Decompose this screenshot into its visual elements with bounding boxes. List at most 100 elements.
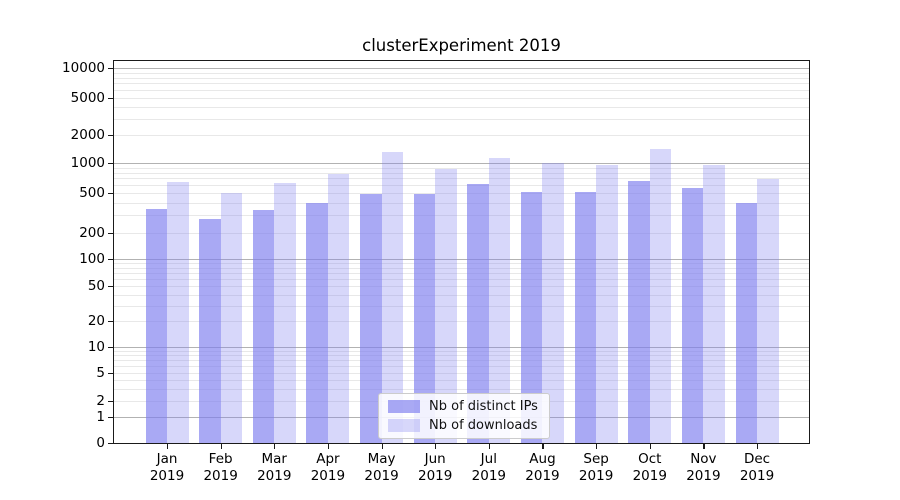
y-tick-mark (108, 233, 113, 235)
bar-distinct-ips-aug (520, 192, 543, 444)
legend-swatch-ips (388, 400, 420, 413)
gridline-4 (113, 379, 810, 381)
y-tick-label-10000: 10000 (62, 60, 105, 76)
bar-distinct-ips-dec (735, 202, 758, 444)
gridline-90 (113, 263, 810, 265)
gridline-40 (113, 294, 810, 296)
gridline-300 (113, 215, 810, 217)
y-tick-mark (108, 347, 113, 349)
y-tick-label-50: 50 (87, 278, 105, 294)
y-tick-label-5: 5 (96, 365, 105, 381)
x-tick-label-feb: Feb 2019 (203, 451, 238, 484)
gridline-50 (113, 286, 810, 287)
y-tick-mark (108, 443, 113, 445)
gridline-3000 (113, 118, 810, 120)
bar-downloads-oct (649, 148, 672, 444)
bar-downloads-mar (274, 183, 296, 444)
gridline-7000 (113, 83, 810, 85)
gridline-100 (113, 259, 810, 260)
bar-distinct-ips-sep (574, 192, 597, 444)
x-tick-mark (167, 444, 169, 449)
y-tick-label-5000: 5000 (70, 90, 105, 106)
y-tick-mark (108, 68, 113, 70)
x-tick-mark (274, 444, 276, 449)
y-tick-label-500: 500 (79, 185, 105, 201)
y-tick-label-10: 10 (87, 339, 105, 355)
y-tick-label-2000: 2000 (70, 127, 105, 143)
y-tick-mark (108, 417, 113, 419)
bar-distinct-ips-feb (199, 219, 221, 444)
gridline-10 (113, 347, 810, 348)
plot-area: Nb of distinct IPs Nb of downloads (113, 60, 810, 444)
x-tick-label-apr: Apr 2019 (310, 451, 346, 484)
gridline-900 (113, 167, 810, 169)
gridline-20 (113, 321, 810, 322)
gridline-400 (113, 202, 810, 204)
y-tick-mark (108, 98, 113, 100)
bar-distinct-ips-nov (681, 188, 704, 444)
chart-title: clusterExperiment 2019 (362, 36, 561, 55)
gridline-30 (113, 305, 810, 307)
bar-downloads-sep (596, 165, 618, 444)
bar-downloads-dec (757, 179, 779, 444)
y-tick-label-1000: 1000 (70, 155, 105, 171)
gridline-6 (113, 366, 810, 368)
gridline-2000 (113, 135, 810, 136)
bar-distinct-ips-jul (467, 184, 489, 444)
y-tick-mark (108, 163, 113, 165)
x-tick-label-aug: Aug 2019 (525, 451, 560, 484)
gridline-5000 (113, 98, 810, 99)
gridline-8 (113, 355, 810, 357)
gridline-7 (113, 360, 810, 362)
gridline-8000 (113, 77, 810, 79)
x-tick-mark (757, 444, 759, 449)
bar-downloads-jun (435, 169, 457, 444)
bar-downloads-feb (220, 192, 243, 444)
gridline-800 (113, 172, 810, 174)
x-tick-mark (435, 444, 437, 449)
y-tick-mark (108, 321, 113, 323)
legend-label-distinct-ips: Nb of distinct IPs (429, 399, 538, 414)
gridline-6000 (113, 90, 810, 92)
x-tick-mark (327, 444, 330, 449)
y-tick-label-2: 2 (96, 393, 105, 409)
gridline-10000 (113, 68, 810, 69)
legend: Nb of distinct IPs Nb of downloads (378, 393, 550, 439)
x-tick-mark (488, 444, 491, 449)
x-tick-label-jun: Jun 2019 (418, 451, 453, 484)
gridline-3 (113, 388, 810, 390)
bar-downloads-apr (327, 174, 350, 444)
y-tick-label-1: 1 (96, 409, 105, 425)
x-tick-mark (649, 444, 651, 449)
x-tick-label-oct: Oct 2019 (632, 451, 667, 484)
x-tick-label-may: May 2019 (364, 451, 399, 484)
bar-distinct-ips-jun (413, 194, 436, 444)
x-tick-label-mar: Mar 2019 (257, 451, 292, 484)
bar-downloads-aug (542, 162, 564, 444)
x-tick-label-dec: Dec 2019 (739, 451, 775, 484)
x-tick-mark (596, 444, 598, 449)
bar-distinct-ips-may (360, 193, 382, 444)
legend-swatch-downloads (388, 419, 420, 432)
bar-downloads-may (381, 152, 404, 444)
gridline-1000 (113, 163, 810, 164)
gridline-5 (113, 373, 810, 374)
x-tick-mark (703, 444, 705, 449)
gridline-80 (113, 267, 810, 269)
bar-downloads-jan (167, 181, 189, 444)
y-tick-mark (108, 259, 113, 261)
gridline-9000 (113, 72, 810, 74)
gridline-70 (113, 272, 810, 274)
gridline-200 (113, 233, 810, 234)
bar-distinct-ips-jan (145, 209, 167, 444)
y-tick-mark (108, 193, 113, 195)
x-tick-label-sep: Sep 2019 (578, 451, 614, 484)
x-tick-label-jan: Jan 2019 (149, 451, 185, 484)
x-tick-mark (381, 444, 383, 449)
legend-item-downloads: Nb of downloads (388, 418, 540, 433)
y-tick-mark (108, 401, 113, 403)
y-tick-label-0: 0 (96, 435, 105, 451)
x-tick-label-nov: Nov 2019 (686, 451, 721, 484)
legend-label-downloads: Nb of downloads (429, 418, 538, 433)
